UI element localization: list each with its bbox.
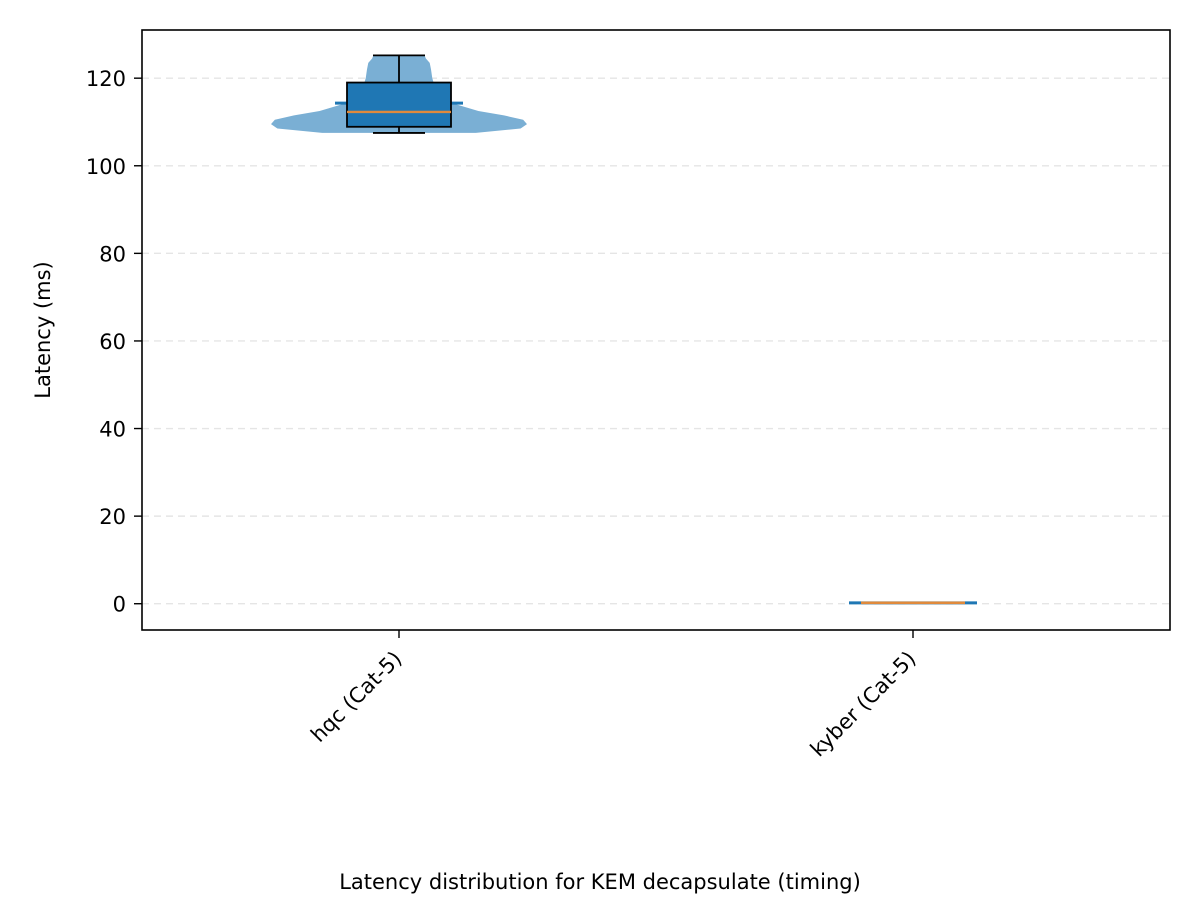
y-axis-ticks: 0 20 40 60 80 100 120 (86, 67, 142, 617)
violins (271, 55, 977, 605)
y-tick-label: 80 (99, 242, 126, 266)
y-axis-label: Latency (ms) (31, 261, 55, 398)
y-tick-label: 0 (113, 593, 126, 617)
chart-caption: Latency distribution for KEM decapsulate… (339, 870, 861, 894)
box-plots (346, 54, 965, 605)
x-tick-label: kyber (Cat-5) (806, 647, 921, 762)
y-tick-label: 20 (99, 505, 126, 529)
x-axis-ticks: hqc (Cat-5) kyber (Cat-5) (306, 630, 921, 762)
plot-frame (141, 29, 1171, 631)
y-tick-label: 120 (86, 67, 126, 91)
box-iqr (346, 81, 452, 128)
y-tick-label: 40 (99, 418, 126, 442)
y-tick-label: 100 (86, 155, 126, 179)
grid-lines (142, 77, 1170, 605)
x-tick-label: hqc (Cat-5) (306, 647, 406, 747)
y-tick-label: 60 (99, 330, 126, 354)
